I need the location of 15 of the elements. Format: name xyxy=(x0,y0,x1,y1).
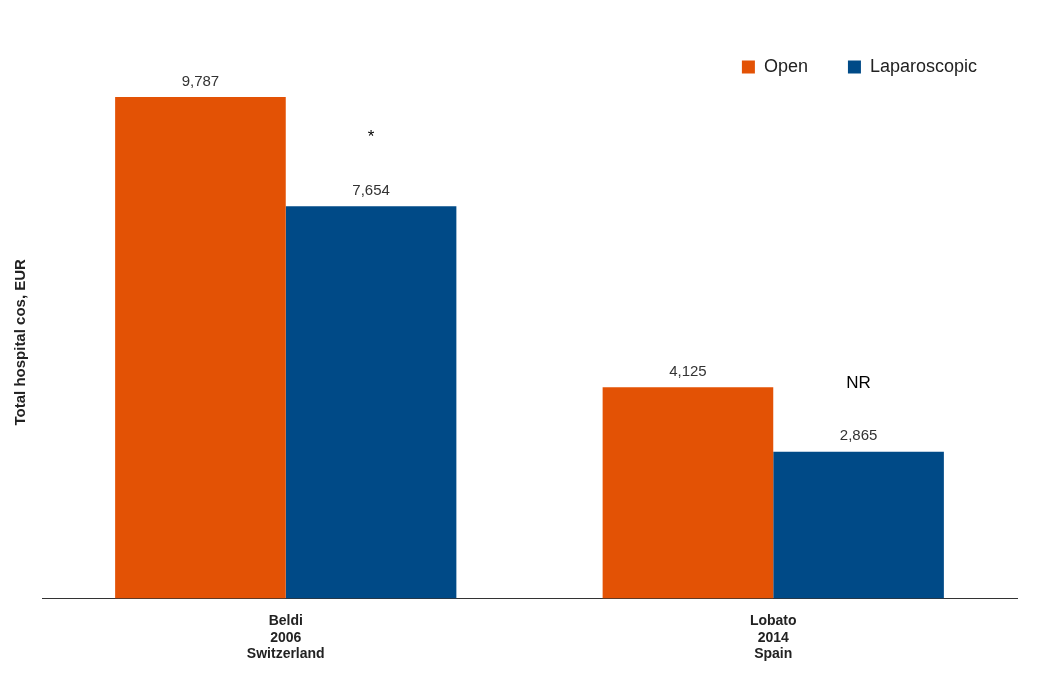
x-tick-label: Lobato 2014 Spain xyxy=(749,611,797,662)
data-label: 4,125 xyxy=(669,361,707,379)
bar xyxy=(285,206,457,599)
bar xyxy=(773,451,944,599)
x-tick-label: Beldi 2006 Switzerland xyxy=(246,611,325,662)
annotation: * xyxy=(367,127,375,147)
bar xyxy=(602,387,774,599)
data-label: 7,654 xyxy=(352,180,390,198)
legend-label: Laparoscopic xyxy=(869,55,978,76)
data-label: 9,787 xyxy=(181,71,220,89)
bar xyxy=(115,96,286,599)
legend-label: Open xyxy=(763,55,808,76)
y-axis-title: Total hospital cos, EUR xyxy=(11,258,29,426)
annotation: NR xyxy=(846,372,871,392)
data-label: 2,865 xyxy=(839,426,878,444)
